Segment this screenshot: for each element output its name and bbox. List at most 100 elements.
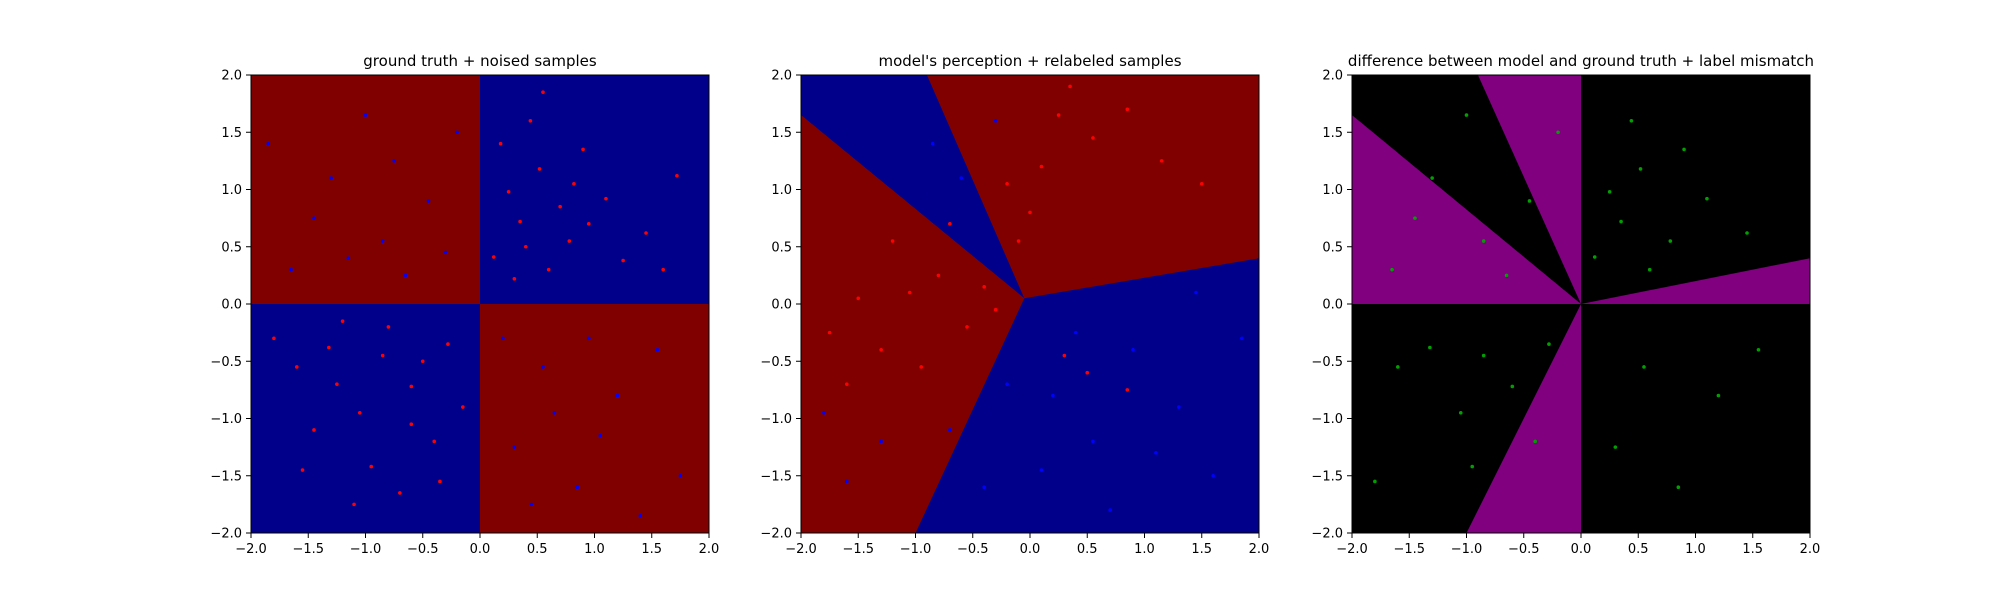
sample-point-red	[518, 219, 522, 224]
x-tick-label: 2.0	[1249, 542, 1270, 557]
sample-point-mismatch	[1556, 130, 1560, 135]
sample-point-mismatch	[1481, 239, 1486, 243]
y-tick-label: 0.0	[1322, 298, 1343, 313]
sample-point-blue	[615, 393, 620, 398]
sample-point-mismatch	[1613, 445, 1618, 449]
sample-point-blue	[1154, 451, 1158, 455]
sample-point-mismatch	[1413, 216, 1417, 220]
sample-point-red	[581, 147, 585, 152]
x-tick-label: −2.0	[1336, 542, 1368, 557]
y-tick-label: −1.5	[760, 469, 792, 484]
sample-point-blue	[638, 514, 643, 518]
sample-point-red	[541, 90, 545, 94]
sample-point-red	[936, 273, 941, 278]
sample-point-red	[295, 365, 299, 369]
sample-point-mismatch	[1430, 176, 1434, 180]
y-tick-label: 2.0	[221, 69, 242, 84]
sample-point-blue	[392, 159, 396, 163]
sample-point-blue	[512, 445, 517, 449]
sample-point-blue	[1074, 330, 1078, 335]
region-red	[801, 115, 1025, 533]
sample-point-mismatch	[1647, 267, 1652, 272]
sample-point-mismatch	[1642, 365, 1646, 369]
sample-point-blue	[380, 239, 385, 243]
sample-point-red	[528, 119, 533, 123]
y-tick-label: −0.5	[1311, 355, 1343, 370]
sample-point-red	[845, 382, 849, 386]
sample-point-mismatch	[1464, 113, 1469, 117]
x-tick-label: −0.5	[957, 542, 989, 557]
sample-point-mismatch	[1745, 231, 1749, 235]
sample-point-red	[1005, 181, 1009, 186]
sample-point-red	[1056, 113, 1061, 117]
sample-point-blue	[552, 410, 557, 415]
x-tick-label: 1.0	[584, 542, 605, 557]
sample-point-red	[621, 258, 625, 263]
sample-point-blue	[529, 502, 534, 507]
region-mismatch	[1477, 75, 1581, 304]
region-red	[480, 304, 709, 533]
sample-point-blue	[1051, 393, 1055, 398]
y-tick-label: −2.0	[1311, 527, 1343, 542]
sample-point-blue	[403, 273, 408, 278]
region-blue	[801, 75, 1025, 299]
sample-point-mismatch	[1716, 393, 1721, 398]
sample-point-blue	[879, 439, 883, 444]
y-tick-label: 1.0	[221, 183, 242, 198]
sample-point-mismatch	[1481, 353, 1486, 358]
sample-point-red	[586, 222, 591, 226]
sample-point-red	[890, 239, 895, 243]
x-tick-label: −1.0	[350, 542, 382, 557]
x-tick-label: 2.0	[1800, 542, 1821, 557]
sample-point-blue	[948, 428, 952, 432]
sample-point-mismatch	[1629, 119, 1634, 123]
sample-point-red	[879, 348, 883, 352]
y-tick-label: −1.5	[210, 469, 242, 484]
sample-point-red	[398, 491, 402, 495]
region-blue	[480, 75, 709, 304]
sample-point-mismatch	[1705, 196, 1709, 201]
y-tick-label: 1.0	[1322, 183, 1343, 198]
sample-point-mismatch	[1607, 189, 1612, 194]
sample-point-red	[386, 325, 391, 329]
sample-point-blue	[598, 433, 603, 438]
sample-point-blue	[586, 336, 591, 341]
sample-point-red	[572, 181, 576, 186]
y-tick-label: −1.0	[760, 412, 792, 427]
sample-point-mismatch	[1638, 167, 1643, 171]
sample-point-mismatch	[1756, 348, 1761, 352]
y-tick-label: −1.0	[210, 412, 242, 427]
x-tick-label: −0.5	[407, 542, 439, 557]
sample-point-blue	[822, 410, 826, 415]
y-tick-label: 1.5	[1322, 126, 1343, 141]
sample-point-mismatch	[1533, 439, 1537, 444]
y-tick-label: 0.5	[1322, 240, 1343, 255]
sample-point-mismatch	[1527, 199, 1532, 203]
sample-point-blue	[443, 250, 448, 255]
x-tick-label: 1.0	[1685, 542, 1706, 557]
sample-point-mismatch	[1619, 219, 1623, 224]
y-tick-label: 0.5	[771, 240, 792, 255]
sample-point-red	[409, 422, 414, 427]
panel-difference: −2.0 −1.5 −1.0 −0.5 0.0 0.5 1.0 1.5 2.0 −2.0 −1.5 −…	[1311, 52, 1820, 557]
sample-point-red	[1062, 353, 1067, 358]
sample-point-red	[982, 285, 986, 289]
sample-point-blue	[363, 113, 368, 117]
sample-point-red	[432, 439, 437, 444]
x-tick-label: −1.0	[900, 542, 932, 557]
sample-point-red	[352, 502, 356, 507]
region-blue	[915, 258, 1259, 533]
sample-point-red	[1199, 181, 1204, 186]
sample-point-blue	[845, 479, 849, 484]
x-tick-label: 1.5	[1742, 542, 1763, 557]
sample-point-mismatch	[1510, 384, 1515, 389]
sample-point-mismatch	[1668, 239, 1673, 243]
region-mismatch	[1466, 304, 1581, 533]
sample-point-red	[446, 342, 450, 346]
sample-point-red	[335, 382, 339, 386]
sample-point-red	[1125, 107, 1130, 112]
sample-point-blue	[982, 485, 986, 490]
sample-point-red	[1091, 136, 1095, 140]
sample-point-red	[856, 296, 861, 301]
